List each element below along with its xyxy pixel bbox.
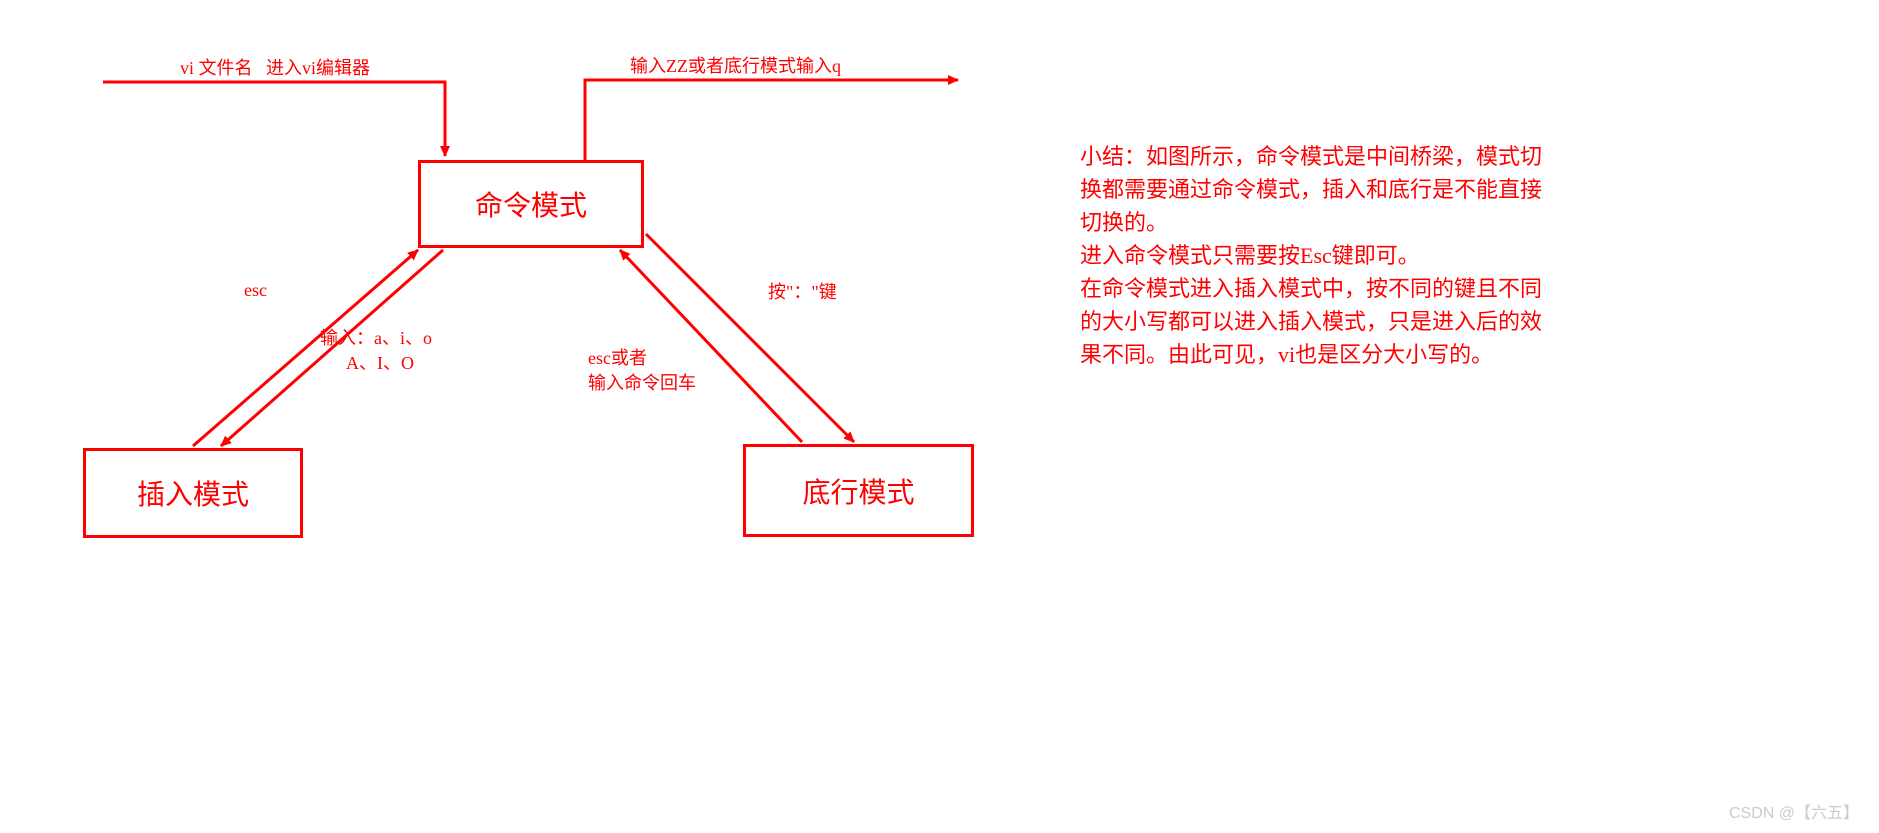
esc-label: esc bbox=[244, 278, 267, 303]
input-aio-label: 输入：a、i、o A、I、O bbox=[320, 326, 432, 376]
diagram-container: 命令模式 插入模式 底行模式 vi 文件名 进入vi编辑器 输入ZZ或者底行模式… bbox=[0, 0, 1050, 833]
bottom-line-mode-label: 底行模式 bbox=[802, 471, 914, 511]
cmd-to-bottom-arrow bbox=[646, 234, 854, 442]
bottom-line-mode-node: 底行模式 bbox=[743, 444, 974, 537]
enter-vi-arrow bbox=[103, 82, 445, 156]
command-mode-label: 命令模式 bbox=[475, 184, 587, 224]
command-mode-node: 命令模式 bbox=[418, 160, 644, 248]
summary-line-1: 小结：如图所示，命令模式是中间桥梁，模式切换都需要通过命令模式，插入和底行是不能… bbox=[1080, 140, 1560, 239]
esc-or-enter-label: esc或者 输入命令回车 bbox=[588, 346, 696, 396]
exit-vi-arrow bbox=[585, 80, 958, 160]
watermark: CSDN @【六五】 bbox=[1729, 799, 1859, 823]
insert-mode-node: 插入模式 bbox=[83, 448, 303, 538]
summary-panel: 小结：如图所示，命令模式是中间桥梁，模式切换都需要通过命令模式，插入和底行是不能… bbox=[1080, 140, 1560, 371]
summary-line-2: 进入命令模式只需要按Esc键即可。 bbox=[1080, 239, 1560, 272]
press-colon-label: 按"："键 bbox=[768, 280, 837, 305]
edges-svg bbox=[0, 0, 1050, 833]
enter-vi-label: vi 文件名 进入vi编辑器 bbox=[180, 56, 370, 81]
insert-mode-label: 插入模式 bbox=[137, 473, 249, 513]
exit-vi-label: 输入ZZ或者底行模式输入q bbox=[630, 54, 841, 79]
summary-line-3: 在命令模式进入插入模式中，按不同的键且不同的大小写都可以进入插入模式，只是进入后… bbox=[1080, 272, 1560, 371]
